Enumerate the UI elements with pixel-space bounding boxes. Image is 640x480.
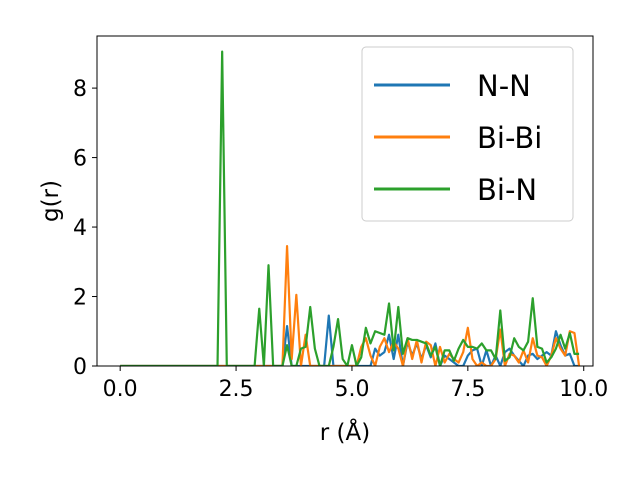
x-tick-label: 2.5 <box>219 377 254 402</box>
x-axis: 0.0 2.5 5.0 7.5 10.0 <box>103 366 608 402</box>
y-tick-label: 2 <box>73 286 87 311</box>
y-tick-label: 8 <box>73 77 87 102</box>
x-tick-label: 0.0 <box>103 377 138 402</box>
y-tick-label: 6 <box>73 147 87 172</box>
y-tick-label: 4 <box>73 216 87 241</box>
y-tick-label: 0 <box>73 355 87 380</box>
legend: N-N Bi-Bi Bi-N <box>361 46 574 222</box>
legend-label-bi-bi: Bi-Bi <box>477 121 542 155</box>
plot-frame <box>96 35 594 367</box>
x-axis-label: r (Å) <box>320 418 370 446</box>
x-tick-label: 5.0 <box>334 377 369 402</box>
x-tick-label: 10.0 <box>559 377 608 402</box>
plot-area <box>96 35 594 367</box>
legend-label-n-n: N-N <box>477 69 531 103</box>
legend-box <box>361 46 574 222</box>
x-tick-label: 7.5 <box>450 377 485 402</box>
series-layer <box>120 50 581 366</box>
y-axis-label: g(r) <box>38 180 64 222</box>
series-line-bi-n <box>120 50 580 366</box>
legend-label-bi-n: Bi-N <box>477 173 537 207</box>
y-axis: 0 2 4 6 8 <box>73 77 97 380</box>
